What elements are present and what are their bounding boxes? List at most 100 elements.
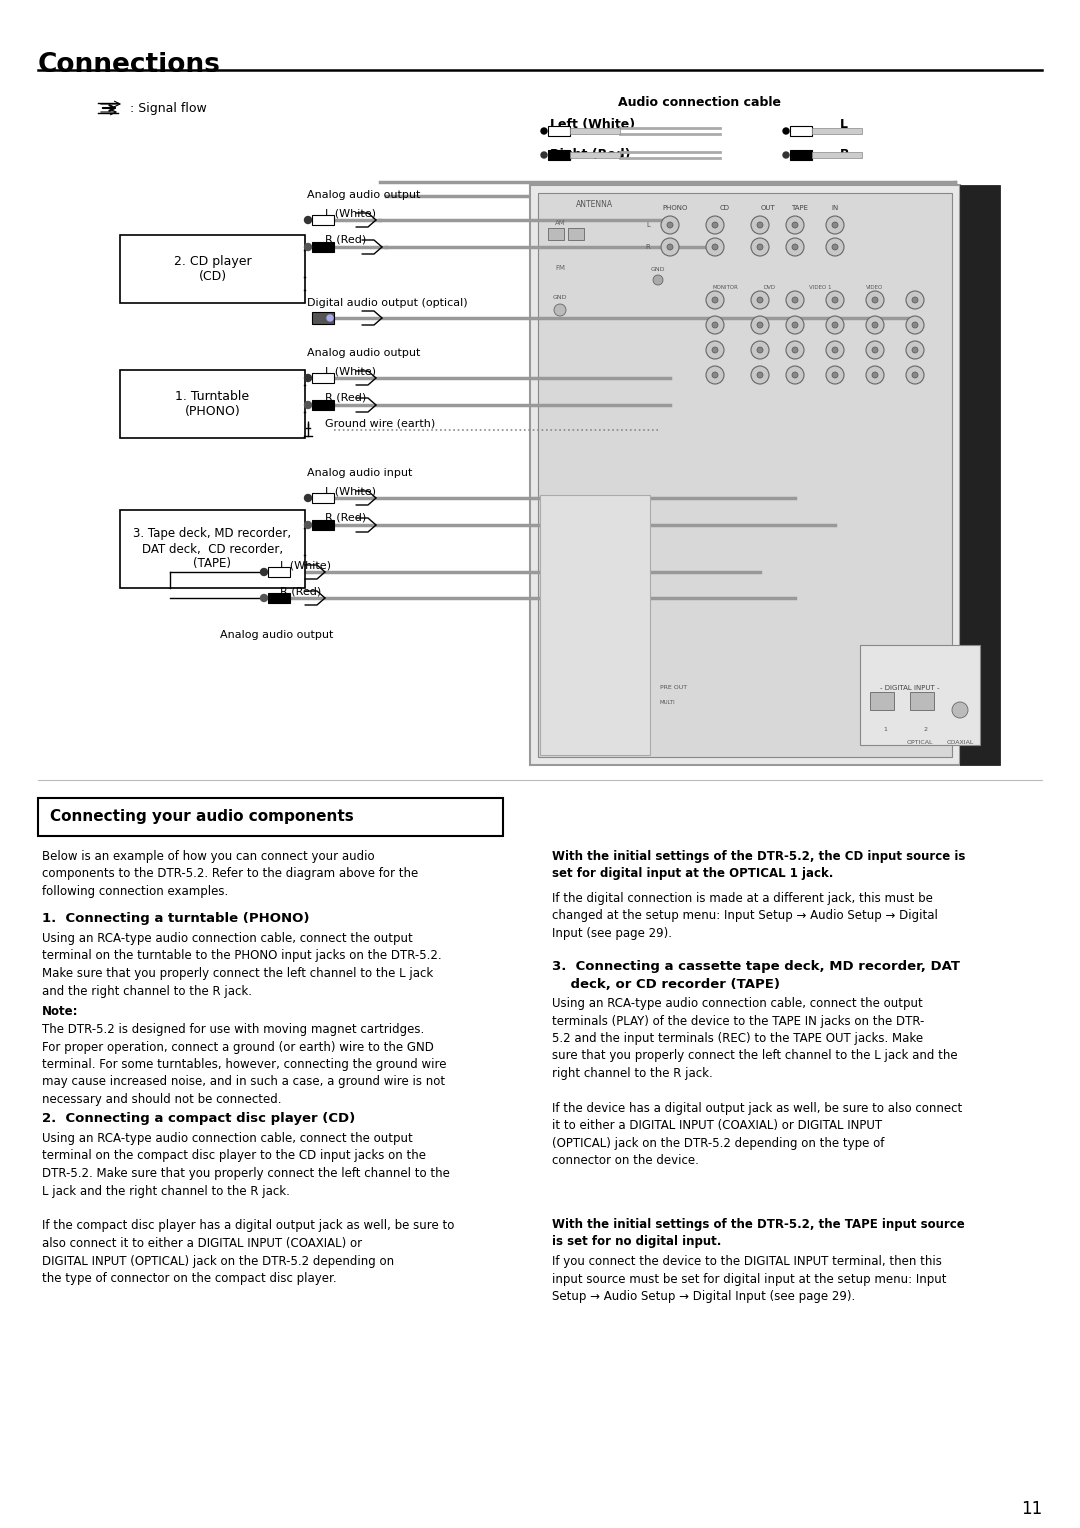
Text: Digital audio output (optical): Digital audio output (optical) [307,298,468,309]
Circle shape [706,341,724,359]
Bar [312,520,334,530]
Bar [910,692,934,711]
Text: L (White): L (White) [280,559,330,570]
Bar [812,151,862,157]
Circle shape [706,238,724,257]
Circle shape [751,316,769,335]
Text: 2. CD player
(CD): 2. CD player (CD) [174,255,252,283]
Bar [570,128,620,134]
Circle shape [327,315,333,321]
Text: Audio connection cable: Audio connection cable [618,96,781,108]
Text: COAXIAL: COAXIAL [946,740,974,746]
Text: The DTR-5.2 is designed for use with moving magnet cartridges.
For proper operat: The DTR-5.2 is designed for use with mov… [42,1024,446,1106]
Circle shape [712,244,718,251]
Text: - DIGITAL INPUT -: - DIGITAL INPUT - [880,685,940,691]
Circle shape [305,402,311,408]
Text: 2: 2 [923,727,927,732]
Text: ANTENNA: ANTENNA [577,200,613,209]
Bar [548,228,564,240]
Circle shape [792,322,798,329]
Circle shape [541,151,546,157]
Circle shape [951,701,968,718]
Circle shape [757,347,762,353]
Text: L (White): L (White) [325,486,376,497]
Circle shape [757,322,762,329]
Text: Below is an example of how you can connect your audio
components to the DTR-5.2.: Below is an example of how you can conne… [42,850,418,898]
Circle shape [757,296,762,303]
Circle shape [832,371,838,377]
Circle shape [866,341,885,359]
Text: VIDEO: VIDEO [866,286,883,290]
Text: With the initial settings of the DTR-5.2, the CD input source is
set for digital: With the initial settings of the DTR-5.2… [552,850,966,880]
Circle shape [866,316,885,335]
Text: R (Red): R (Red) [325,512,366,523]
Text: Right (Red): Right (Red) [550,148,631,160]
Circle shape [751,367,769,384]
Circle shape [866,367,885,384]
Text: 2.  Connecting a compact disc player (CD): 2. Connecting a compact disc player (CD) [42,1112,355,1125]
Circle shape [832,296,838,303]
Text: CD: CD [720,205,730,211]
Text: Analog audio input: Analog audio input [307,468,413,478]
Bar [268,593,291,604]
Text: GND: GND [553,295,567,299]
Circle shape [872,347,878,353]
Text: TAPE: TAPE [792,205,809,211]
Text: PRE OUT: PRE OUT [660,685,687,691]
Circle shape [792,244,798,251]
Circle shape [826,316,843,335]
Text: DVD: DVD [764,286,777,290]
Circle shape [826,290,843,309]
Text: Using an RCA-type audio connection cable, connect the output
terminals (PLAY) of: Using an RCA-type audio connection cable… [552,996,962,1167]
Bar [268,567,291,578]
Circle shape [826,238,843,257]
Bar [312,373,334,384]
Bar [570,151,620,157]
Bar [568,228,584,240]
Circle shape [751,238,769,257]
Circle shape [786,316,804,335]
Text: L (White): L (White) [325,208,376,219]
Circle shape [832,222,838,228]
Circle shape [906,316,924,335]
Text: L (White): L (White) [325,367,376,376]
Text: Connecting your audio components: Connecting your audio components [50,810,354,825]
Circle shape [826,367,843,384]
Circle shape [792,296,798,303]
Text: 1.  Connecting a turntable (PHONO): 1. Connecting a turntable (PHONO) [42,912,310,924]
Text: R (Red): R (Red) [280,587,321,597]
Text: R (Red): R (Red) [325,235,366,244]
Text: L: L [840,118,848,131]
Text: Analog audio output: Analog audio output [307,189,420,200]
Circle shape [706,290,724,309]
Circle shape [872,322,878,329]
Circle shape [786,341,804,359]
Circle shape [906,341,924,359]
Bar [530,185,960,766]
Circle shape [667,244,673,251]
Circle shape [706,215,724,234]
Circle shape [706,316,724,335]
Text: If you connect the device to the DIGITAL INPUT terminal, then this
input source : If you connect the device to the DIGITAL… [552,1254,946,1303]
Circle shape [832,244,838,251]
Text: 11: 11 [1021,1500,1042,1517]
Bar [312,241,334,252]
Bar [548,125,570,136]
Circle shape [305,495,311,501]
Circle shape [712,371,718,377]
Circle shape [912,371,918,377]
Circle shape [826,341,843,359]
Circle shape [783,151,789,157]
Text: PHONO: PHONO [662,205,688,211]
Bar [120,370,305,439]
Circle shape [305,521,311,529]
Circle shape [866,290,885,309]
Circle shape [832,322,838,329]
Circle shape [792,222,798,228]
Text: R: R [840,148,850,160]
Circle shape [786,215,804,234]
Circle shape [554,304,566,316]
Bar [960,185,1000,766]
Text: Using an RCA-type audio connection cable, connect the output
terminal on the com: Using an RCA-type audio connection cable… [42,1132,455,1285]
Bar [789,150,812,160]
